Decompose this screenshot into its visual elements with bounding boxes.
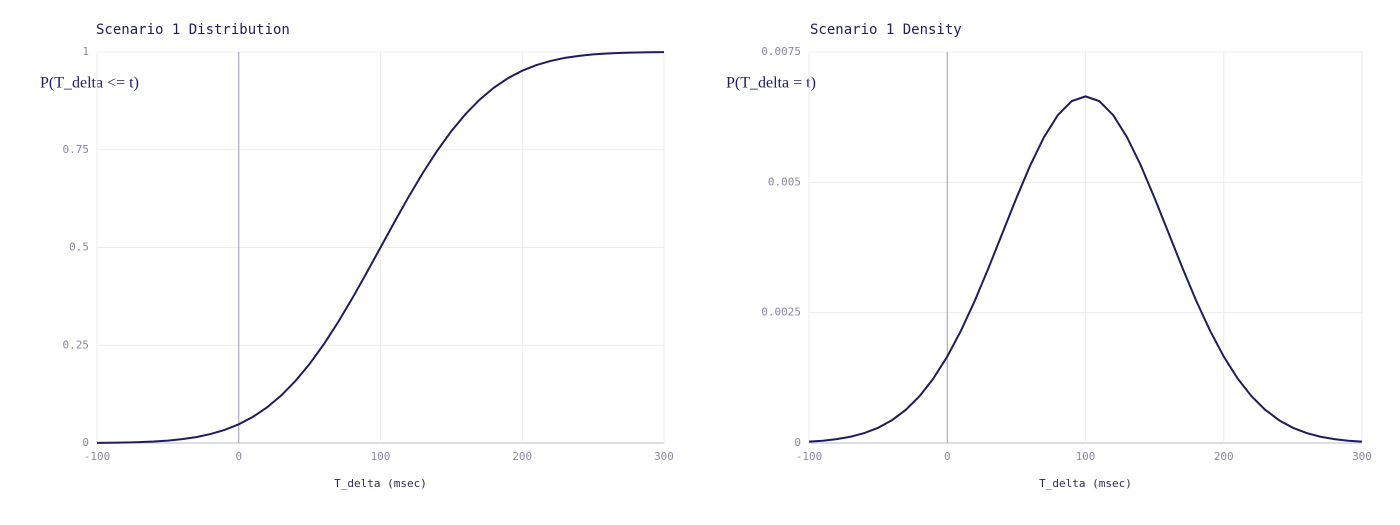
x-tick-label: 0 (944, 450, 951, 463)
y-tick-label: 0.0025 (761, 306, 801, 319)
y-axis-label: P(T_delta = t) (726, 75, 816, 92)
line-series (808, 95, 1363, 443)
y-tick-label: 0.005 (768, 175, 801, 188)
y-tick-label: 0.5 (69, 241, 89, 254)
chart-title: Scenario 1 Distribution (96, 22, 290, 38)
line-series (96, 51, 665, 444)
y-tick-label: 1 (82, 45, 89, 58)
x-tick-label: -100 (84, 450, 111, 463)
x-tick-label: 100 (371, 450, 391, 463)
x-tick-label: 0 (235, 450, 242, 463)
x-tick-label: 200 (1214, 450, 1234, 463)
x-tick-label: 200 (512, 450, 532, 463)
y-axis-label: P(T_delta <= t) (40, 75, 139, 92)
x-tick-label: -100 (796, 450, 823, 463)
y-tick-label: 0 (794, 436, 801, 449)
x-tick-label: 300 (654, 450, 674, 463)
x-axis-label: T_delta (msec) (334, 477, 427, 490)
y-tick-label: 0.25 (63, 338, 90, 351)
x-axis-label: T_delta (msec) (1039, 477, 1132, 490)
x-tick-label: 300 (1352, 450, 1372, 463)
x-tick-label: 100 (1076, 450, 1096, 463)
y-tick-label: 0 (82, 436, 89, 449)
y-tick-label: 0.75 (63, 143, 90, 156)
chart-title: Scenario 1 Density (810, 22, 962, 38)
y-tick-label: 0.0075 (761, 45, 801, 58)
